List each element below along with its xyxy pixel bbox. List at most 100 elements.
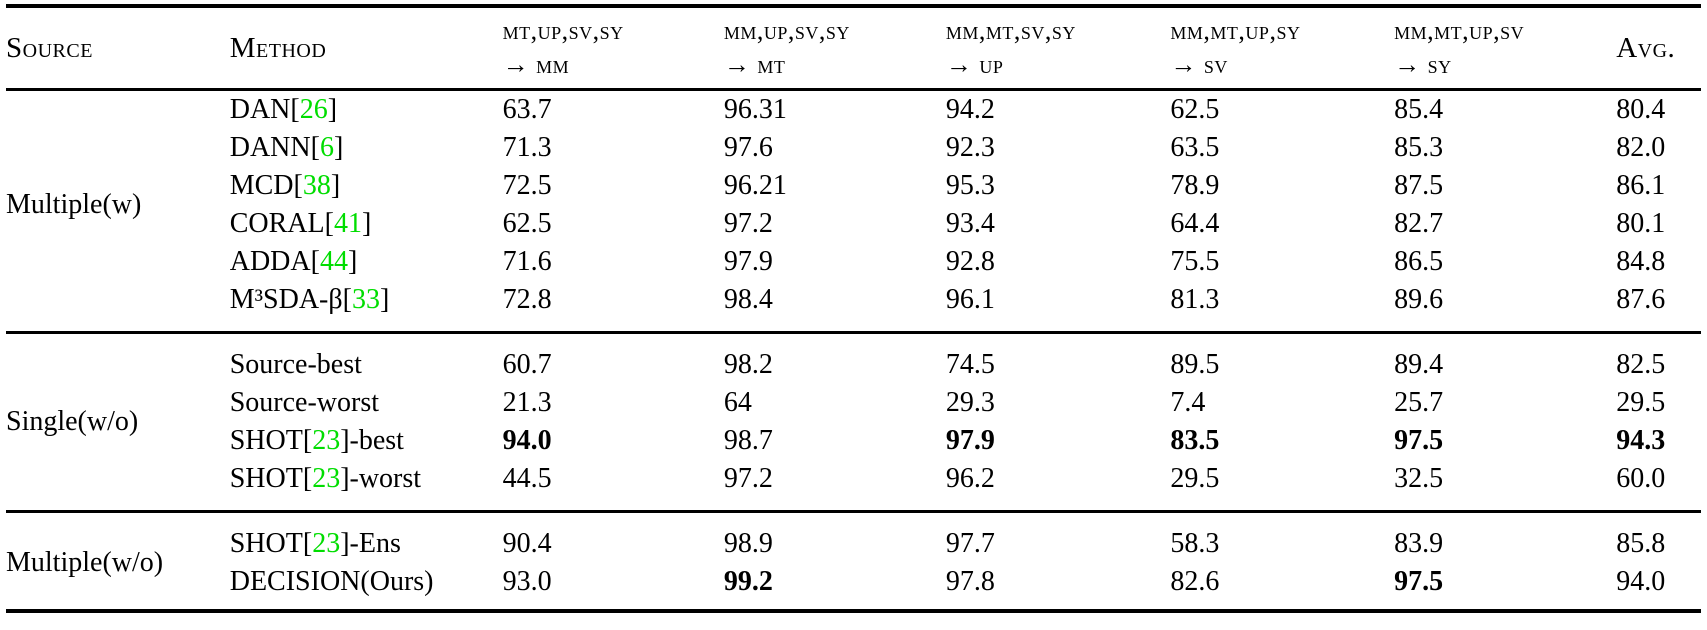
- value-cell: 7.4: [1170, 387, 1206, 418]
- citation-bracket: ]: [333, 132, 344, 163]
- value-cell: 81.3: [1170, 284, 1220, 315]
- citation-bracket: [: [302, 528, 313, 559]
- value-cell: 82.6: [1170, 566, 1220, 597]
- value-cell: 71.3: [502, 132, 552, 163]
- value-cell: 98.2: [723, 349, 773, 380]
- group-separator-rule: [6, 510, 1701, 513]
- header-transfer-sy: mm,mt,up,sv → sy: [1394, 14, 1616, 82]
- source-group-label: Single(w/o): [6, 406, 139, 437]
- method-cell: DAN[26]: [230, 91, 503, 129]
- method-name: DANN: [229, 132, 311, 163]
- value-cell: 58.3: [1170, 528, 1220, 559]
- value-cell: 25.7: [1394, 387, 1444, 418]
- value-cell: 64: [723, 387, 752, 418]
- value-cell: 97.9: [945, 425, 995, 456]
- citation-number: 23: [312, 528, 341, 559]
- method-cell: SHOT[23]-best: [230, 422, 503, 460]
- value-cell: 82.0: [1616, 132, 1666, 163]
- value-cell: 97.2: [723, 463, 773, 494]
- source-spacer-cell: [6, 243, 230, 281]
- table-row: Source-worst 21.3 64 29.3 7.4 25.7 29.5: [6, 384, 1701, 422]
- value-cell: 63.5: [1170, 132, 1220, 163]
- method-name: SHOT: [229, 425, 303, 456]
- source-group-label: Multiple(w): [6, 189, 142, 220]
- citation-bracket: ]: [330, 170, 341, 201]
- source-spacer-cell: [6, 91, 230, 129]
- header-transfer-mm: mt,up,sv,sy → mm: [503, 14, 724, 82]
- value-cell: 85.4: [1394, 94, 1444, 125]
- value-cell: 60.7: [502, 349, 552, 380]
- citation-bracket: [: [342, 284, 352, 315]
- method-name: ADDA: [229, 246, 311, 277]
- method-suffix: -best: [349, 425, 404, 456]
- table-row: ADDA[44] 71.6 97.9 92.8 75.5 86.5 84.8: [6, 243, 1701, 281]
- citation-number: 23: [312, 425, 341, 456]
- citation-number: 26: [299, 94, 328, 125]
- value-cell: 83.5: [1170, 425, 1220, 456]
- value-cell: 32.5: [1394, 463, 1444, 494]
- value-cell: 93.0: [502, 566, 552, 597]
- table-bottom-rule: [6, 609, 1701, 613]
- value-cell: 83.9: [1394, 528, 1444, 559]
- header-transfer-mm-sources: mt,up,sv,sy: [502, 16, 624, 45]
- table-top-rule: [6, 4, 1701, 8]
- value-cell: 89.5: [1170, 349, 1220, 380]
- value-cell: 84.8: [1616, 246, 1666, 277]
- method-cell: CORAL[41]: [230, 205, 503, 243]
- table-row: DECISION(Ours) 93.0 99.2 97.8 82.6 97.5 …: [6, 563, 1701, 601]
- method-cell: SHOT[23]-worst: [230, 460, 503, 498]
- header-avg: Avg.: [1616, 31, 1676, 64]
- method-cell: SHOT[23]-Ens: [230, 525, 503, 563]
- header-transfer-up: mm,mt,sv,sy → up: [946, 14, 1171, 82]
- value-cell: 92.3: [945, 132, 995, 163]
- citation-number: 38: [302, 170, 331, 201]
- table-row: SHOT[23]-Ens 90.4 98.9 97.7 58.3 83.9 85…: [6, 525, 1701, 563]
- header-transfer-mt-target: → mt: [723, 50, 786, 79]
- method-cell: Source-best: [230, 346, 503, 384]
- value-cell: 78.9: [1170, 170, 1220, 201]
- table-body: Multiple(w) DAN[26] 63.7 96.31 94.2 62.5…: [6, 91, 1701, 601]
- table-row: DAN[26] 63.7 96.31 94.2 62.5 85.4 80.4: [6, 91, 1701, 129]
- citation-bracket: [: [324, 208, 334, 239]
- citation-bracket: [: [293, 170, 303, 201]
- value-cell: 21.3: [502, 387, 552, 418]
- value-cell: 97.5: [1394, 425, 1444, 456]
- value-cell: 96.2: [945, 463, 995, 494]
- table-row: SHOT[23]-worst 44.5 97.2 96.2 29.5 32.5 …: [6, 460, 1701, 498]
- value-cell: 60.0: [1616, 463, 1666, 494]
- method-name: DECISION(Ours): [229, 566, 434, 597]
- method-suffix: -Ens: [349, 528, 401, 559]
- header-transfer-sv: mm,mt,up,sy → sv: [1170, 14, 1394, 82]
- value-cell: 63.7: [502, 94, 552, 125]
- table-row: Source-best 60.7 98.2 74.5 89.5 89.4 82.…: [6, 346, 1701, 384]
- citation-bracket: ]: [361, 208, 372, 239]
- value-cell: 89.4: [1394, 349, 1444, 380]
- value-cell: 29.5: [1616, 387, 1666, 418]
- citation-bracket: [: [302, 425, 313, 456]
- method-cell: DECISION(Ours): [230, 563, 503, 601]
- group-rows: SHOT[23]-Ens 90.4 98.9 97.7 58.3 83.9 85…: [6, 525, 1701, 601]
- header-transfer-up-target: → up: [945, 50, 1004, 79]
- header-transfer-mt-sources: mm,up,sv,sy: [723, 16, 850, 45]
- value-cell: 74.5: [945, 349, 995, 380]
- method-suffix: -worst: [349, 463, 422, 494]
- value-cell: 86.5: [1394, 246, 1444, 277]
- header-transfer-sv-sources: mm,mt,up,sy: [1170, 16, 1301, 45]
- method-name: SHOT: [229, 463, 303, 494]
- source-spacer-cell: [6, 129, 230, 167]
- citation-bracket: ]: [379, 284, 390, 315]
- value-cell: 97.6: [723, 132, 773, 163]
- header-transfer-mm-target: → mm: [502, 50, 570, 79]
- value-cell: 75.5: [1170, 246, 1220, 277]
- table-header-row: Source Method mt,up,sv,sy → mm mm,up,sv,…: [6, 8, 1701, 88]
- value-cell: 44.5: [502, 463, 552, 494]
- header-method: Method: [229, 31, 327, 64]
- method-cell: M³SDA-β[33]: [230, 281, 503, 319]
- value-cell: 98.4: [723, 284, 773, 315]
- value-cell: 99.2: [723, 566, 773, 597]
- value-cell: 96.31: [723, 94, 787, 125]
- citation-bracket: [: [310, 132, 320, 163]
- value-cell: 94.3: [1616, 425, 1666, 456]
- method-cell: Source-worst: [230, 384, 503, 422]
- value-cell: 97.2: [723, 208, 773, 239]
